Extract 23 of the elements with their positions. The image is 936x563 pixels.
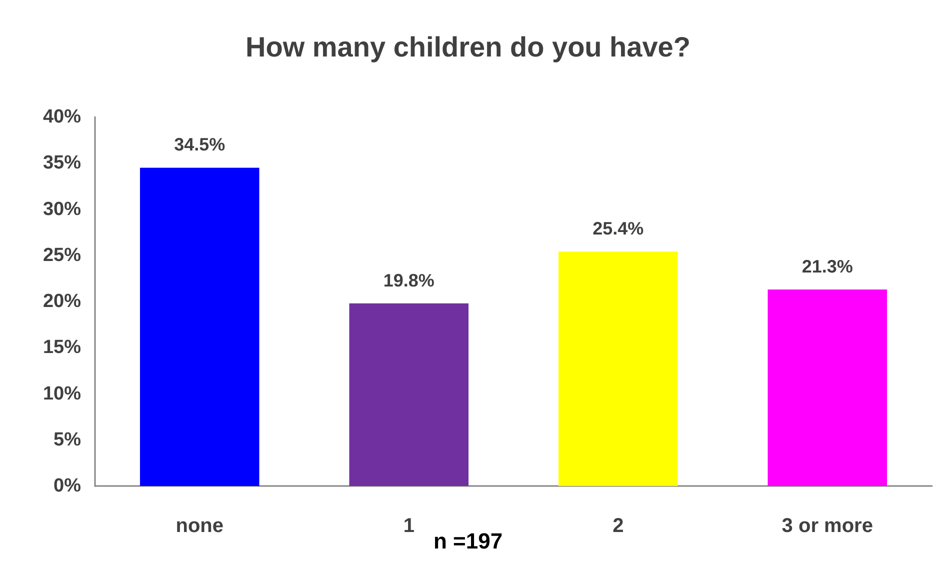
- y-tick-label: 40%: [42, 106, 82, 128]
- y-tick-label: 10%: [42, 383, 82, 404]
- x-tick-label: none: [176, 515, 224, 537]
- x-tick-label: 2: [612, 515, 624, 537]
- x-tick-label: 3 or more: [782, 515, 873, 537]
- data-label: 19.8%: [383, 270, 434, 290]
- bar: [558, 252, 678, 486]
- y-tick-label: 30%: [42, 198, 82, 220]
- x-tick-label: 1: [403, 515, 414, 537]
- y-tick-label: 5%: [54, 429, 82, 450]
- data-label: 25.4%: [592, 218, 644, 239]
- data-label: 21.3%: [802, 256, 853, 277]
- y-tick-label: 35%: [42, 152, 82, 174]
- chart-title: How many children do you have?: [246, 32, 690, 62]
- y-tick-label: 0%: [54, 476, 82, 496]
- y-tick-label: 25%: [42, 244, 82, 266]
- data-label: 34.5%: [174, 134, 226, 155]
- y-tick-label: 20%: [42, 291, 82, 312]
- y-tick-label: 15%: [42, 337, 82, 358]
- text: n =197: [433, 528, 503, 554]
- bar: [768, 290, 888, 486]
- bar: [140, 168, 260, 486]
- bar: [349, 303, 469, 486]
